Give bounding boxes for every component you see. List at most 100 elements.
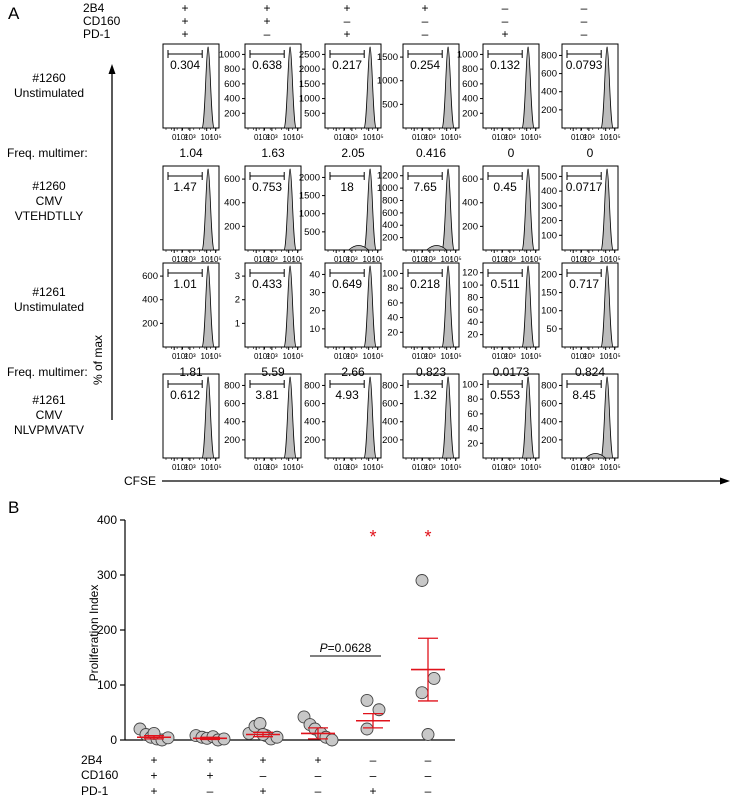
combo-symbol: + — [181, 14, 188, 28]
x-tick-label: 0 — [571, 352, 576, 361]
y-tick-label: 120 — [462, 268, 478, 279]
b-combo-symbol: – — [370, 753, 377, 767]
gate-value: 0.254 — [410, 58, 440, 72]
x-tick-label: 10⁵ — [292, 255, 304, 264]
y-tick-label: 60 — [467, 409, 478, 420]
y-tick-label: 400 — [142, 295, 158, 306]
x-tick-label: 10² — [258, 133, 270, 142]
x-tick-label: 0 — [571, 133, 576, 142]
y-tick-label: 100 — [382, 268, 398, 279]
x-tick-label: 10² — [338, 255, 350, 264]
histogram-frame — [162, 262, 220, 348]
histogram-peak — [440, 168, 456, 251]
y-tick-label: 200 — [462, 221, 478, 232]
y-tick-label: 600 — [224, 79, 240, 90]
combo-symbol: + — [181, 27, 188, 41]
histogram-peak — [440, 46, 456, 129]
x-tick-label: 10⁴ — [441, 255, 454, 264]
y-tick-label: 1500 — [299, 191, 320, 202]
panel-a: A 2B4 CD160 PD-1 +++++–+–++––––+––– #126… — [7, 1, 730, 488]
x-tick-label: 0 — [254, 133, 259, 142]
b-combo-symbol: + — [150, 784, 157, 798]
combo-symbol: – — [502, 1, 509, 15]
x-tick-label: 0 — [412, 255, 417, 264]
marker-combos: +++++–+–++––––+––– — [181, 1, 587, 41]
x-tick-label: 10⁵ — [530, 463, 542, 472]
x-tick-label: 10³ — [504, 463, 516, 472]
x-tick-label: 10⁴ — [283, 255, 296, 264]
y-tick-label: 400 — [541, 417, 557, 428]
x-tick-label: 0 — [172, 463, 177, 472]
x-tick-label: 0 — [334, 463, 339, 472]
y-tick-label: 1000 — [457, 49, 478, 60]
x-tick-label: 10⁵ — [210, 352, 222, 361]
y-tick-label: 800 — [541, 50, 557, 61]
y-tick-label: 40 — [387, 313, 398, 324]
y-tick-label: 200 — [224, 108, 240, 119]
histogram-frame — [324, 373, 382, 459]
x-tick-label: 10³ — [266, 463, 278, 472]
y-tick-label: 600 — [142, 271, 158, 282]
x-tick-label: 10² — [258, 352, 270, 361]
panel-b: B Proliferation Index 0 100 200 300 400 P=0.… — [8, 498, 455, 798]
b-y-tick-label: 300 — [97, 568, 117, 582]
gate-value: 0.132 — [490, 58, 520, 72]
histogram-peak — [282, 168, 298, 251]
row-label-line: Unstimulated — [14, 300, 84, 314]
x-tick-label: 10⁵ — [450, 352, 462, 361]
histogram-frame — [561, 262, 619, 348]
x-tick-label: 0 — [492, 255, 497, 264]
y-tick-label: 600 — [462, 79, 478, 90]
y-tick-label: 200 — [224, 221, 240, 232]
histogram-peak — [599, 168, 615, 251]
x-tick-label: 10⁴ — [441, 133, 454, 142]
y-tick-label: 80 — [467, 292, 478, 303]
x-tick-label: 0 — [172, 352, 177, 361]
b-combo-symbol: + — [259, 753, 266, 767]
histogram-minor-peak — [425, 245, 448, 251]
y-tick-label: 600 — [304, 399, 320, 410]
x-tick-label: 10⁵ — [292, 133, 304, 142]
x-tick-label: 0 — [412, 463, 417, 472]
x-tick-label: 10⁴ — [600, 463, 613, 472]
significance-asterisk: * — [424, 527, 431, 547]
y-tick-label: 800 — [304, 380, 320, 391]
x-tick-label: 10⁵ — [292, 463, 304, 472]
y-tick-label: 80 — [387, 283, 398, 294]
histogram-frame — [482, 43, 540, 129]
x-tick-label: 10³ — [424, 133, 436, 142]
histogram-frame — [402, 43, 460, 129]
x-axis-label: CFSE — [124, 474, 156, 488]
x-tick-label: 10² — [416, 255, 428, 264]
x-tick-label: 0 — [492, 463, 497, 472]
y-tick-label: 40 — [467, 424, 478, 435]
y-tick-label: 1500 — [377, 52, 398, 63]
x-tick-label: 10³ — [583, 255, 595, 264]
gate-value: 0.717 — [569, 277, 599, 291]
combo-symbol: – — [422, 27, 429, 41]
b-combo-symbol: + — [150, 753, 157, 767]
y-axis-label: % of max — [91, 335, 105, 385]
b-y-tick-label: 100 — [97, 678, 117, 692]
freq-multimer-value: 2.66 — [341, 365, 365, 379]
y-tick-label: 500 — [304, 108, 320, 119]
x-tick-label: 10² — [258, 463, 270, 472]
x-tick-label: 0 — [412, 352, 417, 361]
x-tick-label: 0 — [334, 352, 339, 361]
x-tick-label: 10⁴ — [600, 255, 613, 264]
y-tick-label: 200 — [541, 435, 557, 446]
x-tick-label: 10² — [176, 255, 188, 264]
y-tick-label: 800 — [382, 195, 398, 206]
x-tick-label: 10³ — [346, 463, 358, 472]
y-tick-label: 200 — [304, 435, 320, 446]
gate-value: 3.81 — [255, 388, 279, 402]
x-tick-label: 10⁴ — [201, 133, 214, 142]
y-tick-label: 200 — [382, 435, 398, 446]
gate-value: 0.433 — [252, 277, 282, 291]
p-value-annotation: P=0.0628 — [320, 641, 372, 655]
x-tick-label: 0 — [254, 352, 259, 361]
